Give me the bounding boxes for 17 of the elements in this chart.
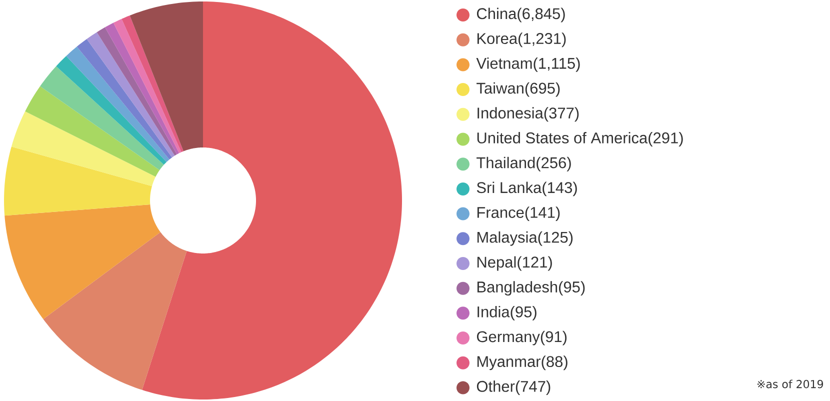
legend-label: Bangladesh(95)	[477, 281, 585, 296]
legend-label: Malaysia(125)	[477, 231, 573, 246]
legend-label: Vietnam(1,115)	[476, 57, 580, 72]
legend-label: France(141)	[477, 206, 560, 222]
legend-label: Myanmar(88)	[477, 356, 568, 370]
legend-label: Nepal(121)	[477, 256, 552, 271]
legend-label: Germany(91)	[476, 330, 567, 346]
legend-label: India(95)	[478, 306, 536, 320]
legend-label: Other(747)	[476, 380, 550, 395]
legend-label: United States of America(291)	[477, 132, 683, 146]
legend-label: Thailand(256)	[476, 156, 571, 172]
text: ※as of 2019	[758, 380, 824, 388]
legend-label: China(6,845)	[476, 8, 565, 22]
legend-label: Taiwan(695)	[476, 82, 560, 97]
legend-label: Sri Lanka(143)	[476, 182, 577, 196]
legend-label: Korea(1,231)	[477, 32, 566, 48]
legend-label: Indonesia(377)	[478, 107, 579, 122]
